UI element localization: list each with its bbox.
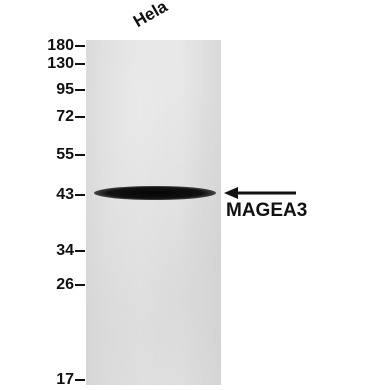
marker-tick (75, 63, 85, 65)
marker-34: 34 (0, 241, 86, 261)
blot-background (86, 40, 221, 385)
marker-tick (75, 379, 85, 381)
marker-label: 43 (56, 186, 74, 203)
marker-label: 180 (47, 37, 74, 54)
marker-tick (75, 89, 85, 91)
marker-label: 95 (56, 81, 74, 98)
protein-band (94, 186, 216, 200)
marker-180: 180 (0, 36, 86, 56)
arrow-left-icon (224, 187, 296, 199)
marker-label: 34 (56, 242, 74, 259)
marker-tick (75, 154, 85, 156)
marker-label: 130 (47, 55, 74, 72)
lane-label: Hela (130, 0, 171, 32)
marker-130: 130 (0, 54, 86, 74)
marker-tick (75, 45, 85, 47)
target-protein-label: MAGEA3 (226, 200, 308, 221)
marker-label: 17 (56, 371, 74, 388)
marker-95: 95 (0, 80, 86, 100)
marker-label: 26 (56, 276, 74, 293)
marker-55: 55 (0, 145, 86, 165)
marker-tick (75, 194, 85, 196)
marker-tick (75, 284, 85, 286)
marker-label: 72 (56, 108, 74, 125)
marker-label: 55 (56, 146, 74, 163)
marker-tick (75, 250, 85, 252)
marker-26: 26 (0, 275, 86, 295)
marker-72: 72 (0, 107, 86, 127)
marker-tick (75, 116, 85, 118)
marker-43: 43 (0, 185, 86, 205)
marker-17: 17 (0, 370, 86, 390)
blot-panel (86, 40, 221, 385)
